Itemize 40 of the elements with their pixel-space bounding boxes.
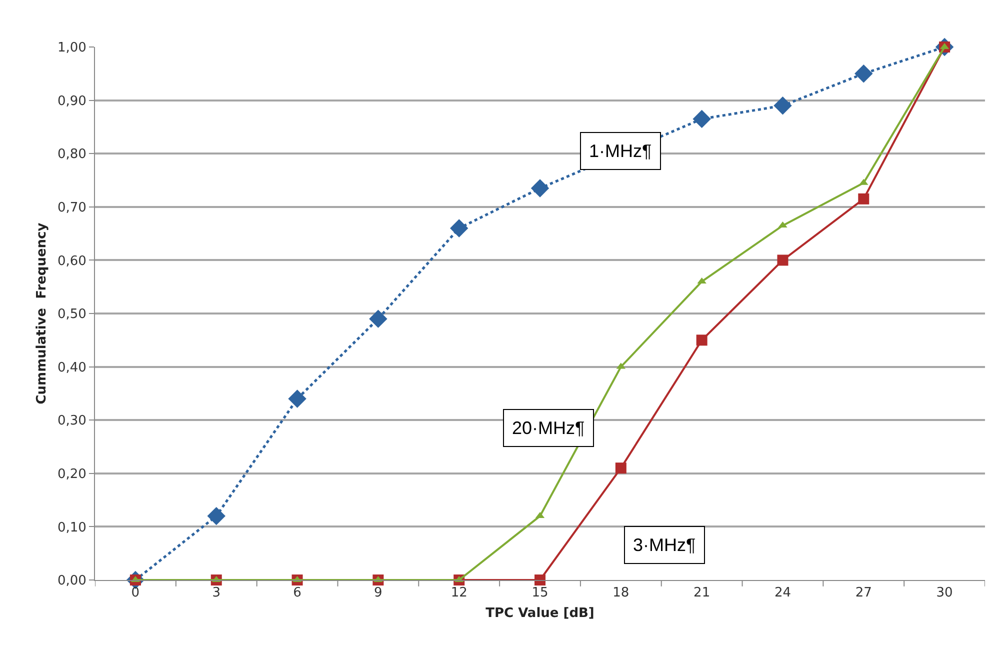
y-tick-label: 0,00 <box>57 574 86 589</box>
point <box>696 334 708 346</box>
point <box>450 219 468 238</box>
point <box>288 390 306 408</box>
x-tick-label: 6 <box>293 586 302 601</box>
x-tick-label: 18 <box>612 586 630 601</box>
x-tick-label: 30 <box>936 586 953 601</box>
point <box>369 310 388 328</box>
point <box>530 179 550 198</box>
point <box>854 64 873 83</box>
point <box>777 254 788 266</box>
x-tick-label: 9 <box>374 586 382 601</box>
x-tick-label: 27 <box>855 586 872 601</box>
y-tick-label: 0,60 <box>57 254 86 269</box>
y-axis-title: Cummulative Frequency <box>34 222 50 404</box>
point <box>615 462 626 474</box>
y-tick-label: 0,30 <box>57 414 86 429</box>
y-tick-label: 0,90 <box>57 94 86 109</box>
point <box>692 110 711 128</box>
x-tick-label: 12 <box>450 586 468 601</box>
y-tick-label: 0,10 <box>57 520 86 536</box>
series-label: 1·MHz¶ <box>589 141 652 161</box>
point <box>774 96 792 115</box>
point <box>858 193 870 204</box>
x-tick-label: 21 <box>694 586 710 601</box>
y-tick-label: 0,20 <box>57 466 86 482</box>
y-tick-label: 0,40 <box>57 360 86 376</box>
x-tick-label: 3 <box>212 586 220 601</box>
y-tick-label: 1,00 <box>57 40 86 56</box>
y-tick-label: 0,70 <box>57 200 86 216</box>
x-tick-label: 15 <box>532 586 548 601</box>
point <box>534 574 546 586</box>
y-tick-label: 0,50 <box>57 307 86 322</box>
x-tick-label: 24 <box>774 586 792 601</box>
series-label: 20·MHz¶ <box>512 418 585 438</box>
x-tick-label: 0 <box>131 586 140 601</box>
x-axis-title: TPC Value [dB] <box>486 606 594 622</box>
point <box>207 506 226 526</box>
y-tick-label: 0,80 <box>57 147 86 162</box>
text: 3·MHz¶ <box>633 535 696 555</box>
